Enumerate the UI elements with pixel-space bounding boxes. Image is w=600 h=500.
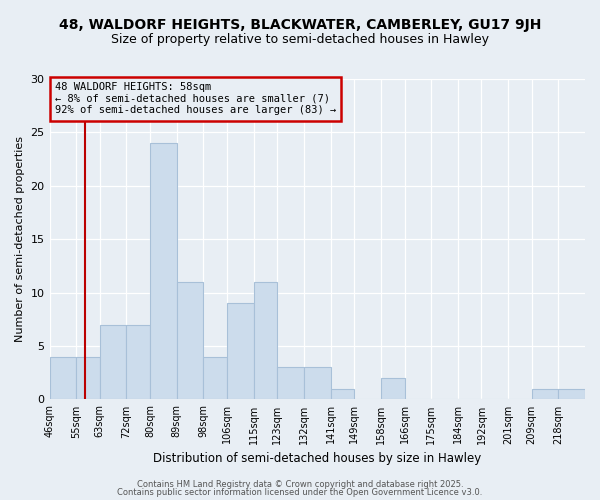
Bar [127, 324, 150, 400]
Bar [254, 282, 277, 400]
Bar [100, 324, 127, 400]
Text: Contains public sector information licensed under the Open Government Licence v3: Contains public sector information licen… [118, 488, 482, 497]
Bar [532, 388, 559, 400]
Bar [331, 388, 354, 400]
Bar [277, 368, 304, 400]
X-axis label: Distribution of semi-detached houses by size in Hawley: Distribution of semi-detached houses by … [153, 452, 481, 465]
Bar [559, 388, 585, 400]
Bar [76, 356, 100, 400]
Text: 48, WALDORF HEIGHTS, BLACKWATER, CAMBERLEY, GU17 9JH: 48, WALDORF HEIGHTS, BLACKWATER, CAMBERL… [59, 18, 541, 32]
Bar [150, 143, 177, 400]
Bar [304, 368, 331, 400]
Y-axis label: Number of semi-detached properties: Number of semi-detached properties [15, 136, 25, 342]
Text: Size of property relative to semi-detached houses in Hawley: Size of property relative to semi-detach… [111, 32, 489, 46]
Bar [203, 356, 227, 400]
Bar [177, 282, 203, 400]
Text: 48 WALDORF HEIGHTS: 58sqm
← 8% of semi-detached houses are smaller (7)
92% of se: 48 WALDORF HEIGHTS: 58sqm ← 8% of semi-d… [55, 82, 336, 116]
Text: Contains HM Land Registry data © Crown copyright and database right 2025.: Contains HM Land Registry data © Crown c… [137, 480, 463, 489]
Bar [381, 378, 404, 400]
Bar [50, 356, 76, 400]
Bar [227, 304, 254, 400]
